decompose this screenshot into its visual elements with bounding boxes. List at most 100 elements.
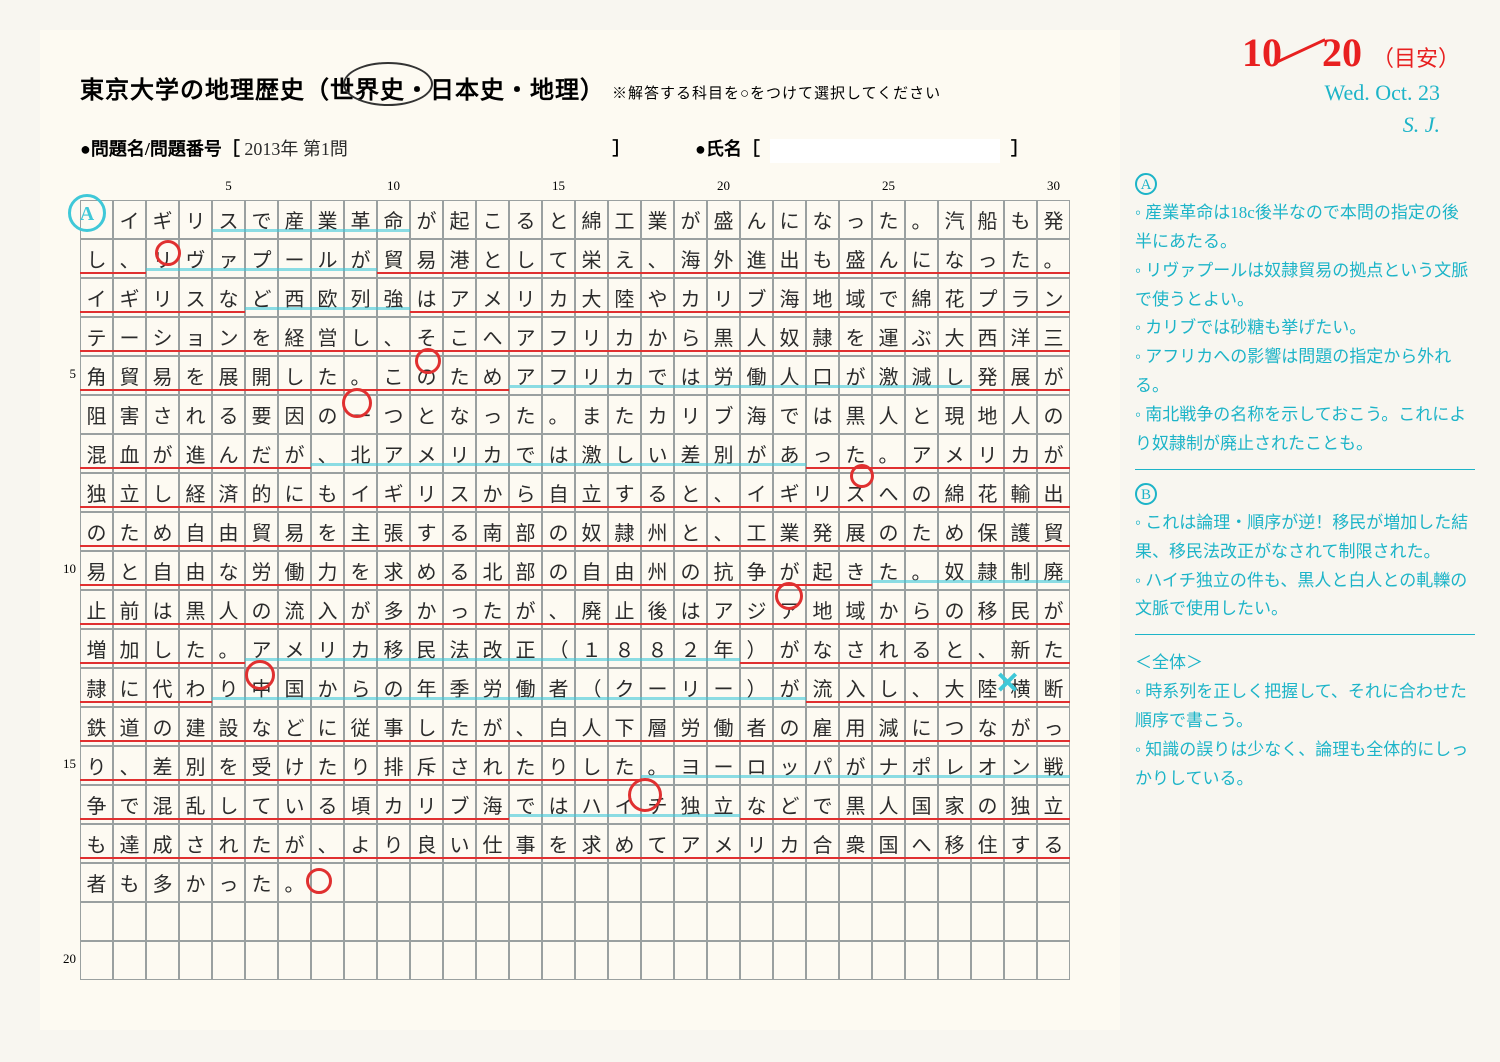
grid-cell: 輸 (1004, 473, 1037, 512)
grid-cell: 中 (245, 668, 278, 707)
grid-cell: な (938, 239, 971, 278)
grid-cell: が (773, 551, 806, 590)
grid-cell: め (410, 551, 443, 590)
grid-cell: し (146, 473, 179, 512)
grid-cell: 域 (839, 590, 872, 629)
grid-row: 鉄道の建設などに従事したが、白人下層労働者の雇用減につながっ (80, 707, 1070, 746)
grid-cell: か (872, 590, 905, 629)
grid-cell: か (179, 863, 212, 902)
grid-cell: 展 (839, 512, 872, 551)
grid-cell: が (278, 824, 311, 863)
grid-cell (773, 941, 806, 980)
grid-cell: 貿 (377, 239, 410, 278)
grid-cell: 地 (971, 395, 1004, 434)
grid-cell: ポ (905, 746, 938, 785)
grid-cell: た (872, 551, 905, 590)
grid-cell: 西 (971, 317, 1004, 356)
col-num (839, 178, 872, 194)
grid-row: も達成されたが、より良い仕事を求めてアメリカ合衆国へ移住する (80, 824, 1070, 863)
problem-row: ●問題名/問題番号［ 2013年 第1問 ］ (80, 135, 630, 161)
grid-cell: が (740, 434, 773, 473)
col-num: 5 (212, 178, 245, 194)
grid-cell (575, 863, 608, 902)
grid-cell: リ (179, 200, 212, 239)
grid-cell: ア (773, 590, 806, 629)
grid-cell: 労 (245, 551, 278, 590)
grid-cell: 流 (806, 668, 839, 707)
grid-cell: が (1004, 707, 1037, 746)
grid-cell: 工 (740, 512, 773, 551)
grid-cell: ア (905, 434, 938, 473)
grid-cell: 州 (641, 551, 674, 590)
grid-cell: シ (146, 317, 179, 356)
grid-cell: の (1037, 395, 1070, 434)
grid-cell (476, 863, 509, 902)
grid-cell (377, 863, 410, 902)
grid-row: 止前は黒人の流入が多かったが、廃止後はアジア地域からの移民が (80, 590, 1070, 629)
grid-cell (1037, 902, 1070, 941)
grid-cell (806, 902, 839, 941)
grid-cell: の (971, 785, 1004, 824)
grid-cell: 業 (311, 200, 344, 239)
grid-cell: ブ (443, 785, 476, 824)
grid-cell (146, 941, 179, 980)
grid-cell (905, 902, 938, 941)
grid-cell: ハ (575, 785, 608, 824)
grid-cell: て (542, 239, 575, 278)
row-num: 15 (56, 756, 76, 772)
grid-cell: 革 (344, 200, 377, 239)
grid-cell: が (1037, 590, 1070, 629)
grid-cell: で (509, 434, 542, 473)
grid-cell: 、 (905, 668, 938, 707)
grid-cell: 前 (113, 590, 146, 629)
grid-cell: っ (212, 863, 245, 902)
grid-cell: が (674, 200, 707, 239)
grid-cell: と (674, 473, 707, 512)
grid-cell: 断 (1037, 668, 1070, 707)
grid-cell: 頃 (344, 785, 377, 824)
grid-cell: 黒 (179, 590, 212, 629)
grid-cell: た (1004, 239, 1037, 278)
grid-cell: 、 (641, 239, 674, 278)
grid-cell: カ (344, 629, 377, 668)
grid-cell (740, 941, 773, 980)
grid-cell: た (113, 512, 146, 551)
col-num: 10 (377, 178, 410, 194)
grid-cell: し (344, 317, 377, 356)
grid-cell: か (410, 590, 443, 629)
margin-item: ◦ リヴァプールは奴隷貿易の拠点という文脈で使うとよい。 (1135, 257, 1475, 315)
grid-cell: 隷 (806, 317, 839, 356)
grid-cell: 易 (80, 551, 113, 590)
grid-cell: 、 (971, 629, 1004, 668)
grid-cell: 易 (146, 356, 179, 395)
grid-cell: っ (806, 434, 839, 473)
grid-cell: た (245, 824, 278, 863)
grid-cell: 、 (707, 512, 740, 551)
grid-cell: 移 (938, 824, 971, 863)
grid-cell: 求 (575, 824, 608, 863)
grid-cell: 激 (575, 434, 608, 473)
grid-cell: 廃 (1037, 551, 1070, 590)
grid-cell (410, 902, 443, 941)
grid-cell: 保 (971, 512, 1004, 551)
grid-cell: と (410, 395, 443, 434)
grid-cell: が (410, 200, 443, 239)
grid-cell: し (872, 668, 905, 707)
col-num (443, 178, 476, 194)
grid-cell (344, 902, 377, 941)
grid-cell: を (245, 317, 278, 356)
grid-cell: な (212, 278, 245, 317)
grid-cell: カ (608, 317, 641, 356)
grid-cell: 民 (410, 629, 443, 668)
grid-cell: で (509, 785, 542, 824)
grid-cell: 独 (80, 473, 113, 512)
col-num: 15 (542, 178, 575, 194)
bracket-close: ］ (612, 139, 630, 159)
grid-cell: る (1037, 824, 1070, 863)
grid-cell: ロ (740, 746, 773, 785)
grid-row: テーションを経営し、そこへアフリカから黒人奴隷を運ぶ大西洋三 (80, 317, 1070, 356)
grid-cell: が (773, 668, 806, 707)
grid-cell: 。 (905, 551, 938, 590)
grid-cell: た (245, 863, 278, 902)
grid-cell: ８ (608, 629, 641, 668)
